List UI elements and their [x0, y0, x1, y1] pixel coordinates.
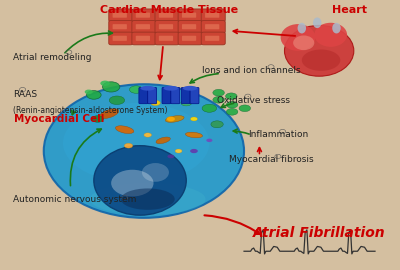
FancyBboxPatch shape — [109, 21, 133, 33]
Ellipse shape — [90, 183, 206, 215]
Ellipse shape — [92, 116, 104, 122]
Ellipse shape — [121, 188, 175, 210]
Ellipse shape — [167, 154, 174, 158]
Ellipse shape — [206, 139, 212, 142]
FancyBboxPatch shape — [136, 24, 150, 29]
FancyBboxPatch shape — [178, 32, 202, 45]
Ellipse shape — [332, 23, 341, 33]
Ellipse shape — [167, 117, 175, 122]
Ellipse shape — [302, 49, 340, 71]
FancyBboxPatch shape — [182, 36, 196, 41]
Ellipse shape — [164, 86, 178, 91]
Text: RAAS: RAAS — [13, 90, 37, 99]
FancyBboxPatch shape — [109, 32, 133, 45]
FancyBboxPatch shape — [205, 13, 219, 18]
FancyBboxPatch shape — [182, 24, 196, 29]
FancyBboxPatch shape — [201, 32, 225, 45]
Ellipse shape — [226, 109, 238, 115]
FancyBboxPatch shape — [139, 87, 148, 104]
FancyBboxPatch shape — [178, 9, 202, 22]
Text: Atrial Fibrillation: Atrial Fibrillation — [253, 225, 386, 239]
Ellipse shape — [298, 23, 306, 33]
Ellipse shape — [100, 80, 110, 86]
FancyBboxPatch shape — [182, 13, 196, 18]
Ellipse shape — [190, 149, 198, 153]
FancyBboxPatch shape — [155, 21, 179, 33]
Ellipse shape — [183, 86, 198, 91]
Ellipse shape — [140, 86, 155, 91]
Text: Atrial remodeling: Atrial remodeling — [13, 53, 92, 62]
Text: Inflammation: Inflammation — [248, 130, 308, 140]
FancyBboxPatch shape — [205, 24, 219, 29]
Ellipse shape — [213, 96, 224, 103]
FancyBboxPatch shape — [132, 21, 156, 33]
Ellipse shape — [130, 86, 143, 93]
Ellipse shape — [85, 90, 93, 94]
Text: Myocardial Cell: Myocardial Cell — [14, 114, 104, 124]
Ellipse shape — [186, 132, 202, 138]
Text: (Renin-angiotensin-aldosterone System): (Renin-angiotensin-aldosterone System) — [13, 106, 168, 116]
Ellipse shape — [239, 105, 250, 112]
Text: Autonomic nervous system: Autonomic nervous system — [13, 195, 136, 204]
FancyBboxPatch shape — [109, 9, 133, 22]
Text: Heart: Heart — [332, 5, 368, 15]
Ellipse shape — [281, 24, 315, 51]
Ellipse shape — [44, 84, 244, 218]
FancyBboxPatch shape — [178, 21, 202, 33]
FancyBboxPatch shape — [113, 24, 127, 29]
Ellipse shape — [111, 170, 154, 197]
FancyBboxPatch shape — [201, 21, 225, 33]
Ellipse shape — [190, 117, 198, 121]
FancyBboxPatch shape — [113, 13, 127, 18]
FancyBboxPatch shape — [159, 13, 173, 18]
Ellipse shape — [202, 104, 217, 112]
Ellipse shape — [165, 116, 184, 122]
Ellipse shape — [116, 126, 134, 134]
Ellipse shape — [142, 163, 169, 182]
FancyBboxPatch shape — [190, 87, 199, 104]
FancyBboxPatch shape — [162, 87, 171, 104]
FancyBboxPatch shape — [155, 9, 179, 22]
FancyBboxPatch shape — [132, 32, 156, 45]
Ellipse shape — [86, 91, 101, 99]
FancyBboxPatch shape — [205, 36, 219, 41]
FancyBboxPatch shape — [171, 87, 180, 104]
Ellipse shape — [100, 109, 119, 119]
FancyBboxPatch shape — [136, 13, 150, 18]
FancyBboxPatch shape — [148, 87, 157, 104]
Ellipse shape — [102, 82, 120, 92]
Ellipse shape — [211, 121, 223, 128]
Ellipse shape — [144, 133, 152, 137]
Ellipse shape — [124, 143, 133, 148]
Ellipse shape — [226, 101, 238, 108]
Ellipse shape — [226, 93, 237, 100]
FancyBboxPatch shape — [113, 36, 127, 41]
Ellipse shape — [151, 100, 160, 106]
Ellipse shape — [213, 89, 224, 96]
Text: Oxidative stress: Oxidative stress — [217, 96, 290, 105]
Ellipse shape — [63, 103, 209, 183]
Text: Myocardial fibrosis: Myocardial fibrosis — [229, 154, 313, 164]
Ellipse shape — [314, 23, 347, 47]
Text: Ions and ion channels: Ions and ion channels — [202, 66, 300, 75]
FancyBboxPatch shape — [136, 36, 150, 41]
FancyBboxPatch shape — [132, 9, 156, 22]
Ellipse shape — [94, 146, 186, 215]
FancyBboxPatch shape — [155, 32, 179, 45]
Ellipse shape — [109, 96, 125, 104]
FancyBboxPatch shape — [201, 9, 225, 22]
Ellipse shape — [156, 137, 170, 144]
Ellipse shape — [293, 35, 314, 50]
Ellipse shape — [181, 100, 192, 106]
Text: Cardiac Muscle Tissue: Cardiac Muscle Tissue — [100, 5, 238, 15]
Ellipse shape — [284, 25, 354, 76]
FancyBboxPatch shape — [181, 87, 190, 104]
Ellipse shape — [175, 149, 182, 153]
FancyBboxPatch shape — [159, 36, 173, 41]
Ellipse shape — [313, 18, 322, 28]
FancyBboxPatch shape — [159, 24, 173, 29]
